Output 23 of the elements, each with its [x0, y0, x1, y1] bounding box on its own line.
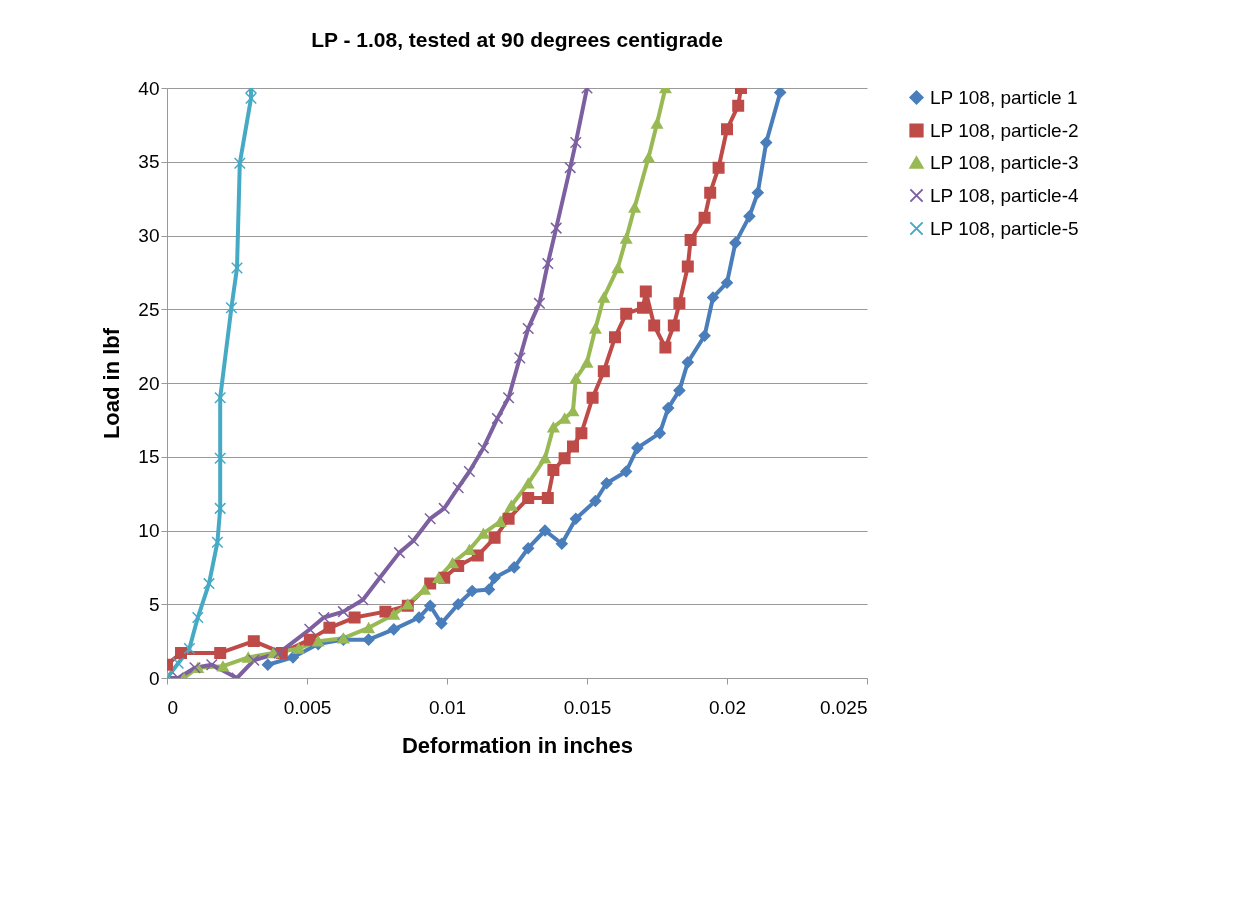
y-tick-label: 15: [138, 446, 160, 468]
legend-label: LP 108, particle 1: [930, 86, 1078, 108]
x-axis-title: Deformation in inches: [401, 732, 634, 758]
y-axis-title: Load in lbf: [99, 327, 125, 440]
y-tick-label: 10: [138, 520, 160, 541]
legend-label: LP 108, particle-4: [930, 184, 1080, 206]
legend-label: LP 108, particle-2: [930, 119, 1079, 141]
x-tick-label: 0.015: [563, 696, 612, 718]
y-tick-label: 25: [138, 298, 160, 320]
y-tick-label: 0: [148, 667, 160, 689]
y-tick-label: 5: [148, 593, 160, 615]
x-tick-label: 0.025: [819, 696, 868, 718]
y-tick-label: 20: [138, 372, 160, 394]
legend-label: LP 108, particle-3: [930, 151, 1079, 173]
y-tick-label: 30: [138, 225, 160, 246]
chart-title: LP - 1.08, tested at 90 degrees centigrade: [311, 28, 723, 51]
x-tick-label: 0: [167, 696, 179, 718]
x-tick-label: 0.02: [709, 696, 746, 718]
legend-label: LP 108, particle-5: [930, 217, 1079, 239]
y-tick-label: 40: [138, 77, 160, 99]
x-tick-label: 0.01: [429, 696, 466, 718]
x-tick-label: 0.005: [283, 696, 332, 718]
y-tick-label: 35: [138, 151, 160, 173]
